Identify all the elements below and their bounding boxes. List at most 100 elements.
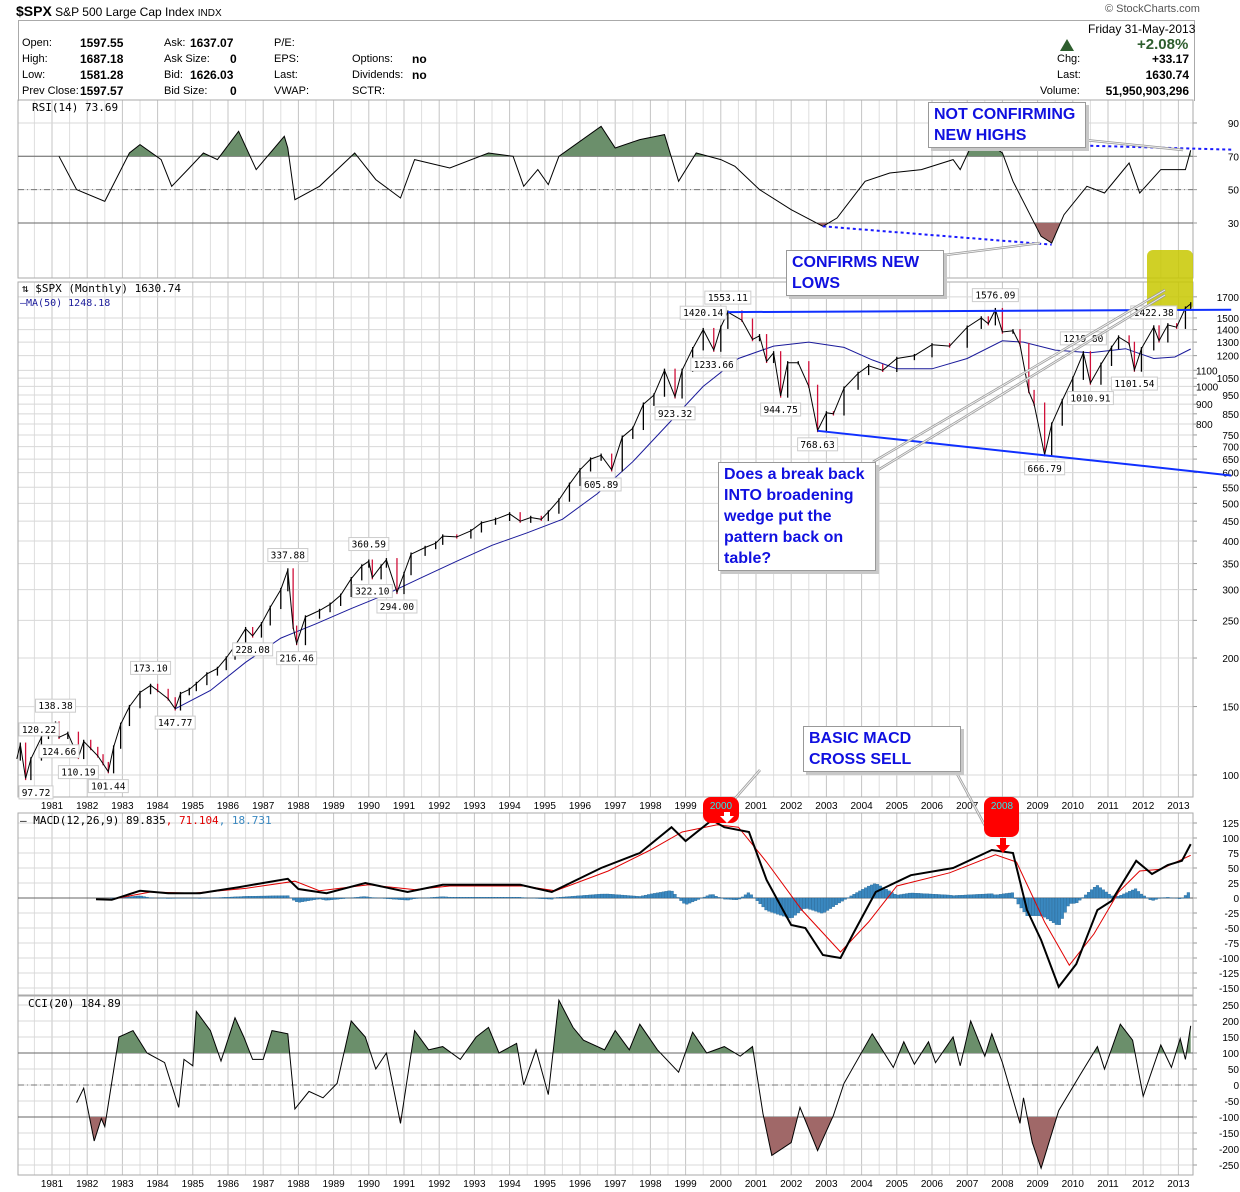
marker-2008: 2008 — [984, 797, 1019, 853]
histogram-bar — [949, 895, 953, 899]
histogram-bar — [1075, 897, 1079, 904]
histogram-bar — [644, 894, 648, 899]
histogram-bar — [834, 897, 838, 905]
price-pane: 1001502002503003504004505005506006507007… — [17, 281, 1240, 798]
copyright: © StockCharts.com — [1105, 3, 1200, 15]
field-label: SCTR: — [352, 85, 385, 97]
histogram-bar — [430, 897, 434, 899]
annotation-macd-cross-sell: BASIC MACD CROSS SELL — [803, 726, 961, 772]
histogram-bar — [585, 895, 589, 899]
histogram-bar — [726, 897, 730, 900]
y-tick-label: 1200 — [1217, 352, 1240, 363]
histogram-bar — [603, 893, 607, 899]
histogram-bar — [485, 897, 489, 899]
histogram-bar — [767, 897, 771, 912]
x-tick-label: 1988 — [287, 1179, 310, 1190]
field-label: Low: — [22, 69, 46, 81]
x-tick-label: 1984 — [146, 1179, 169, 1190]
legend-part: , 71.104 — [166, 814, 219, 827]
histogram-bar — [139, 895, 143, 899]
histogram-bar — [562, 896, 566, 899]
histogram-bar — [224, 897, 228, 899]
histogram-bar — [456, 897, 460, 899]
histogram-bar — [465, 897, 469, 899]
histogram-bar — [682, 897, 686, 904]
histogram-bar — [717, 897, 721, 899]
histogram-bar — [559, 897, 563, 899]
histogram-bar — [1119, 895, 1123, 899]
histogram-bar — [1166, 897, 1170, 899]
annotation-line: Does a break back — [724, 466, 865, 483]
field-label: Ask Size: — [164, 53, 210, 65]
histogram-bar — [567, 896, 571, 899]
annotation-line: NEW HIGHS — [934, 127, 1027, 144]
histogram-bar — [729, 897, 733, 900]
field-value: +33.17 — [1151, 52, 1189, 66]
bottom-x-axis: 1981 1982 1983 1984 1985 1986 1987 1988 1989 1990… — [41, 1179, 1190, 1190]
x-tick-label: 1984 — [146, 801, 169, 812]
field-label: Dividends: — [352, 69, 404, 81]
y-tick-label: 700 — [1222, 443, 1239, 454]
histogram-bar — [667, 890, 671, 899]
histogram-bar — [259, 895, 263, 899]
y-tick-label: -100 — [1219, 954, 1239, 965]
x-tick-label: 2002 — [780, 1179, 803, 1190]
x-tick-label: 1991 — [393, 801, 416, 812]
field-value: 1626.03 — [190, 68, 234, 82]
histogram-bar — [993, 894, 997, 899]
y-tick-label: -125 — [1219, 969, 1239, 980]
histogram-bar — [488, 897, 492, 899]
histogram-bar — [740, 896, 745, 899]
histogram-bar — [711, 894, 715, 899]
y-tick-label: -75 — [1225, 939, 1240, 950]
histogram-bar — [702, 896, 706, 899]
y-tick-label: 600 — [1222, 469, 1239, 480]
histogram-bar — [1101, 889, 1105, 899]
histogram-bar — [911, 892, 915, 899]
price-x-axis: 1981 1982 1983 1984 1985 1986 1987 1988 1989 1990… — [41, 801, 1190, 812]
down-arrow-icon — [996, 838, 1010, 853]
price-label: 138.38 — [35, 698, 77, 713]
x-tick-label: 1998 — [639, 801, 662, 812]
histogram-bar — [468, 897, 472, 899]
wedge-trendline — [817, 429, 1232, 477]
field-label: P/E: — [274, 37, 295, 49]
histogram-bar — [755, 897, 759, 901]
price-label: 1576.09 — [971, 288, 1019, 303]
histogram-bar — [1043, 897, 1047, 918]
histogram-bar — [491, 897, 495, 899]
histogram-bar — [1136, 891, 1141, 899]
x-tick-label: 1987 — [252, 801, 275, 812]
x-tick-label: 2007 — [956, 801, 979, 812]
histogram-bar — [256, 895, 261, 899]
histogram-bar — [811, 897, 815, 911]
x-tick-label: 2004 — [850, 1179, 873, 1190]
x-tick-label: 1997 — [604, 1179, 627, 1190]
histogram-bar — [365, 896, 369, 899]
x-tick-label: 1994 — [498, 1179, 521, 1190]
y-tick-label: -250 — [1219, 1161, 1239, 1172]
histogram-bar — [441, 896, 445, 899]
histogram-bar — [283, 895, 287, 899]
x-tick-label: 1998 — [639, 1179, 662, 1190]
y-tick-label: 75 — [1228, 849, 1240, 860]
histogram-bar — [996, 894, 1000, 899]
x-tick-label: 1993 — [463, 801, 486, 812]
price-label: 173.10 — [130, 660, 172, 675]
histogram-bar — [227, 896, 231, 899]
x-tick-label: 1991 — [393, 1179, 416, 1190]
histogram-bar — [664, 891, 668, 899]
histogram-bar — [462, 897, 466, 899]
pane-border — [17, 99, 1194, 279]
price-label-text: 147.77 — [158, 718, 192, 729]
histogram-bar — [435, 896, 439, 899]
histogram-bar — [597, 894, 601, 899]
field-label: Last: — [274, 69, 298, 81]
signal-line — [111, 824, 1191, 967]
ma-legend: —MA(50) 1248.18 — [20, 298, 110, 309]
callout-pointer — [1084, 139, 1184, 151]
histogram-bar — [858, 890, 862, 899]
pane-border — [17, 812, 1194, 996]
x-tick-label: 2008 — [991, 1179, 1014, 1190]
histogram-bar — [579, 895, 583, 899]
